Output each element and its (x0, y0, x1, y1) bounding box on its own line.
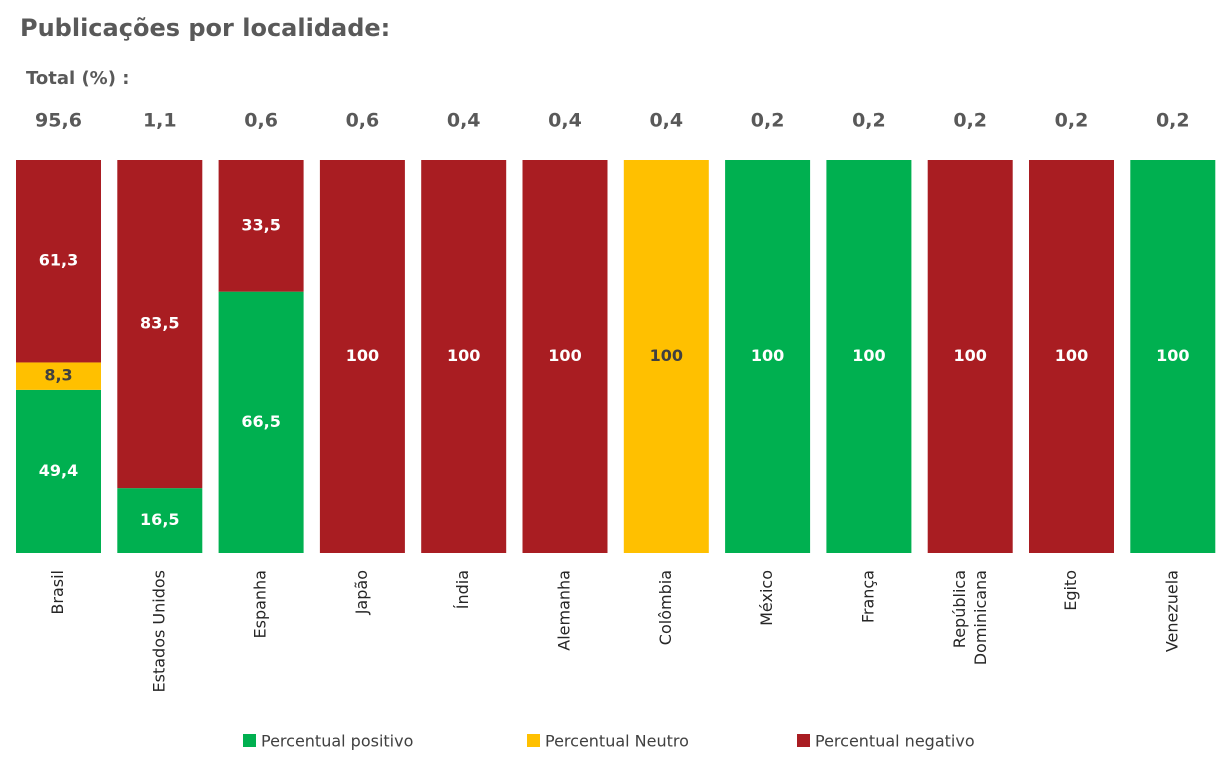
bar-segment (16, 160, 101, 363)
legend-swatch (527, 734, 540, 747)
legend-label: Percentual negativo (815, 732, 975, 751)
value-label: 100 (548, 346, 581, 365)
bar-segment (522, 160, 608, 553)
value-label: 100 (650, 346, 683, 365)
value-label: 49,4 (39, 461, 78, 480)
bar-segment (623, 160, 709, 553)
value-label: 100 (751, 346, 784, 365)
x-tick-label: Índia (453, 570, 472, 609)
value-label: 66,5 (241, 412, 280, 431)
x-tick-label: Estados Unidos (149, 570, 168, 692)
total-label: 0,2 (1055, 110, 1089, 132)
total-label: 0,2 (1156, 110, 1190, 132)
value-label: 61,3 (39, 251, 78, 270)
value-label: 100 (447, 346, 480, 365)
x-tick-label: México (757, 570, 776, 626)
total-label: 0,4 (548, 110, 582, 132)
totals-label: Total (%) : (26, 68, 129, 89)
bar-segment (1029, 160, 1114, 553)
total-label: 0,2 (953, 110, 987, 132)
chart-title: Publicações por localidade: (20, 14, 390, 42)
value-label: 100 (1156, 346, 1189, 365)
x-tick-label: Espanha (251, 570, 270, 639)
total-label: 1,1 (143, 110, 177, 132)
bar-segment (117, 160, 203, 489)
total-label: 0,4 (649, 110, 683, 132)
bar-segment (16, 362, 101, 390)
value-label: 33,5 (241, 215, 280, 234)
bar-segment (218, 160, 304, 292)
total-label: 0,2 (852, 110, 886, 132)
bar-segment (927, 160, 1013, 553)
legend-swatch (797, 734, 810, 747)
legend-label: Percentual positivo (261, 732, 413, 751)
x-tick-label: Egito (1061, 570, 1080, 611)
bar-segment (218, 291, 304, 553)
bar-segment (319, 160, 405, 553)
value-label: 100 (852, 346, 885, 365)
bar-segment (16, 389, 101, 553)
value-label: 100 (1055, 346, 1088, 365)
x-tick-label: França (858, 570, 877, 623)
bar-segment (1130, 160, 1216, 553)
total-label: 0,4 (447, 110, 481, 132)
legend-swatch (243, 734, 256, 747)
bar-segment (725, 160, 811, 553)
bar-segment (117, 488, 203, 553)
x-tick-label: Venezuela (1162, 570, 1181, 652)
x-tick-label: República Dominicana (950, 570, 990, 665)
total-label: 95,6 (35, 110, 82, 132)
x-tick-label: Colômbia (656, 570, 675, 645)
x-tick-label: Japão (352, 570, 371, 615)
legend-label: Percentual Neutro (545, 732, 689, 751)
value-label: 83,5 (140, 314, 179, 333)
bar-segment (421, 160, 507, 553)
x-tick-label: Brasil (48, 570, 67, 615)
total-label: 0,2 (751, 110, 785, 132)
value-label: 100 (346, 346, 379, 365)
total-label: 0,6 (244, 110, 278, 132)
value-label: 100 (953, 346, 986, 365)
x-tick-label: Alemanha (555, 570, 574, 651)
value-label: 8,3 (44, 366, 72, 385)
total-label: 0,6 (346, 110, 380, 132)
value-label: 16,5 (140, 510, 179, 529)
bar-segment (826, 160, 912, 553)
